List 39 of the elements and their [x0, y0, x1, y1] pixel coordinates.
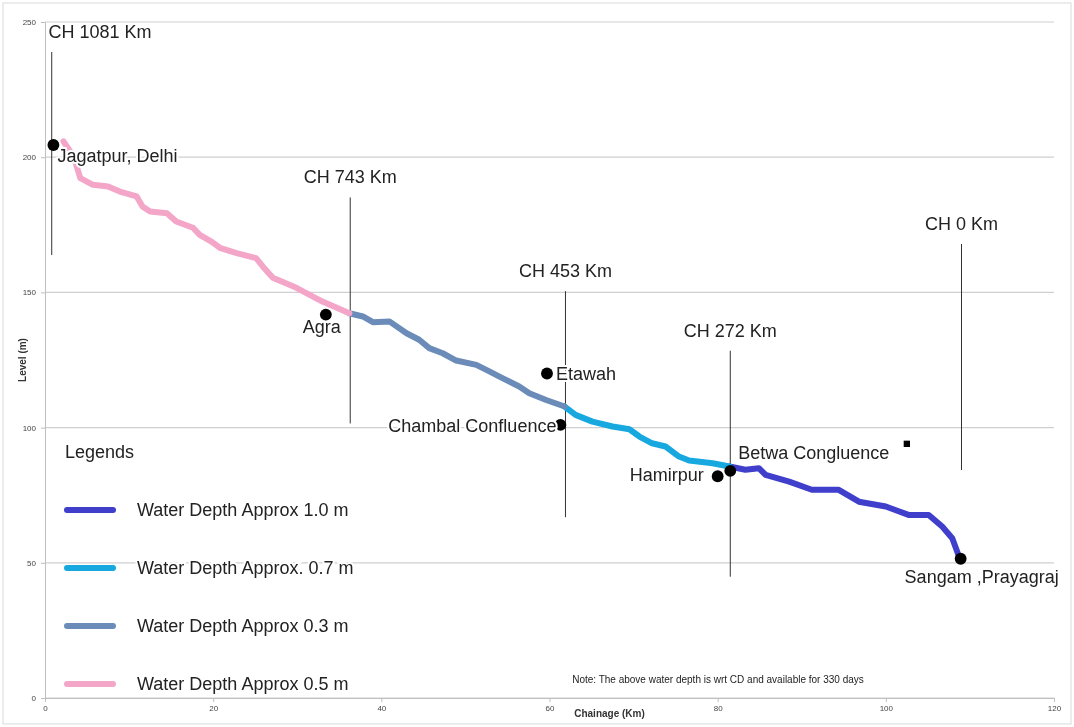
y-tick-label: 200: [22, 153, 37, 163]
annotation: Note: The above water depth is wrt CD and available for 330 days: [572, 674, 864, 685]
x-tick-label: 60: [545, 703, 555, 713]
ref-line-label: CH 453 Km: [518, 261, 612, 282]
annotation: Hamirpur: [629, 464, 704, 485]
legend-label: Water Depth Approx. 0.7 m: [137, 558, 354, 579]
y-axis-title: Level (m): [17, 338, 28, 382]
legend-title: Legends: [65, 442, 135, 463]
ref-line-label: CH 1081 Km: [48, 22, 152, 42]
x-tick-label: 80: [713, 703, 724, 713]
y-tick-label: 150: [22, 288, 37, 298]
x-tick-label: 20: [209, 703, 219, 713]
y-tick-label: 0: [31, 694, 37, 704]
annotation: Agra: [302, 316, 342, 337]
legend-label: Water Depth Approx 0.5 m: [137, 674, 349, 695]
point: [724, 464, 737, 477]
x-tick-label: 0: [43, 703, 49, 713]
annotation: Chambal Confluence: [388, 416, 557, 437]
ref-line-label: CH 743 Km: [303, 167, 397, 188]
legend-label: Water Depth Approx 1.0 m: [137, 500, 349, 521]
annotation: Sangam ,Prayagraj: [904, 567, 1059, 588]
y-tick-label: 100: [22, 423, 37, 433]
ref-line-label: CH 272 Km: [683, 320, 777, 341]
point: [903, 440, 911, 447]
point: [711, 470, 724, 483]
ref-line-label: CH 0 Km: [925, 214, 999, 234]
y-tick-label: 50: [27, 558, 37, 568]
point: [954, 552, 967, 565]
x-tick-label: 100: [879, 703, 894, 713]
y-tick-label: 250: [22, 18, 37, 28]
legend-label: Water Depth Approx 0.3 m: [137, 616, 349, 637]
x-tick-label: 120: [1047, 703, 1062, 713]
point: [47, 139, 60, 151]
x-axis-title: Chainage (Km): [574, 708, 645, 719]
point: [541, 367, 553, 380]
point: [319, 308, 332, 321]
x-tick-label: 40: [377, 703, 387, 713]
annotation: Jagatpur, Delhi: [57, 146, 178, 167]
annotation: Betwa Congluence: [738, 443, 890, 464]
